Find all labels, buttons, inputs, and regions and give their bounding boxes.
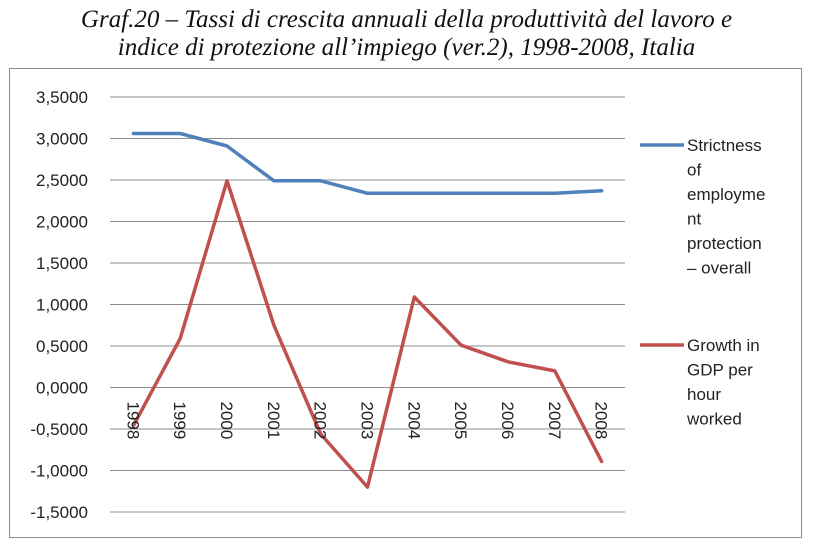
y-tick-label: 3,0000 xyxy=(36,130,88,149)
x-tick-label: 2007 xyxy=(545,402,564,440)
chart-title-line-1: Graf.20 – Tassi di crescita annuali dell… xyxy=(80,6,733,33)
chart-area xyxy=(9,68,802,538)
y-tick-label: 0,5000 xyxy=(36,337,88,356)
legend: Strictness of employme nt protection – overal… xyxy=(640,136,765,429)
series-line-1 xyxy=(131,131,604,196)
y-tick-label: 3,5000 xyxy=(36,88,88,107)
x-tick-label: 2001 xyxy=(264,402,283,440)
legend-label-2: Growth in xyxy=(687,336,760,355)
legend-label-1: protection xyxy=(687,234,762,253)
legend-label-1: – overall xyxy=(687,259,751,278)
legend-label-2: worked xyxy=(686,410,742,429)
x-tick-label: 2005 xyxy=(451,402,470,440)
x-tick-label: 2000 xyxy=(217,402,236,440)
chart-title-line-2: indice di protezione all’impiego (ver.2)… xyxy=(117,34,696,61)
series-lines xyxy=(131,131,604,489)
x-tick-label: 2008 xyxy=(592,402,611,440)
y-tick-label: 1,0000 xyxy=(36,296,88,315)
gridlines xyxy=(110,96,625,513)
chart-title: Graf.20 – Tassi di crescita annuali dell… xyxy=(0,6,813,62)
x-tick-label: 2002 xyxy=(311,402,330,440)
legend-label-1: of xyxy=(687,161,701,180)
y-tick-label: -1,5000 xyxy=(30,503,88,522)
legend-label-2: GDP per xyxy=(687,361,753,380)
legend-label-1: Strictness xyxy=(687,136,762,155)
y-tick-label: -1,0000 xyxy=(30,462,88,481)
y-tick-label: 0,0000 xyxy=(36,379,88,398)
x-tick-label: 2004 xyxy=(404,402,423,440)
x-tick-label: 1998 xyxy=(123,402,142,440)
x-axis-ticks: 1998 1999 2000 2001 2002 2003 2004 2005 2006 2007… xyxy=(123,402,610,440)
x-tick-label: 1999 xyxy=(170,402,189,440)
y-tick-label: 2,0000 xyxy=(36,213,88,232)
legend-label-2: hour xyxy=(687,385,721,404)
x-tick-label: 2006 xyxy=(498,402,517,440)
y-tick-label: 1,5000 xyxy=(36,254,88,273)
y-axis-ticks: 3,5000 3,0000 2,5000 2,0000 1,5000 1,0000 0,50… xyxy=(30,88,88,522)
y-tick-label: -0,5000 xyxy=(30,420,88,439)
legend-label-1: nt xyxy=(687,210,701,229)
legend-label-1: employme xyxy=(687,185,765,204)
x-tick-label: 2003 xyxy=(358,402,377,440)
y-tick-label: 2,5000 xyxy=(36,171,88,190)
series-line-2 xyxy=(131,179,604,489)
